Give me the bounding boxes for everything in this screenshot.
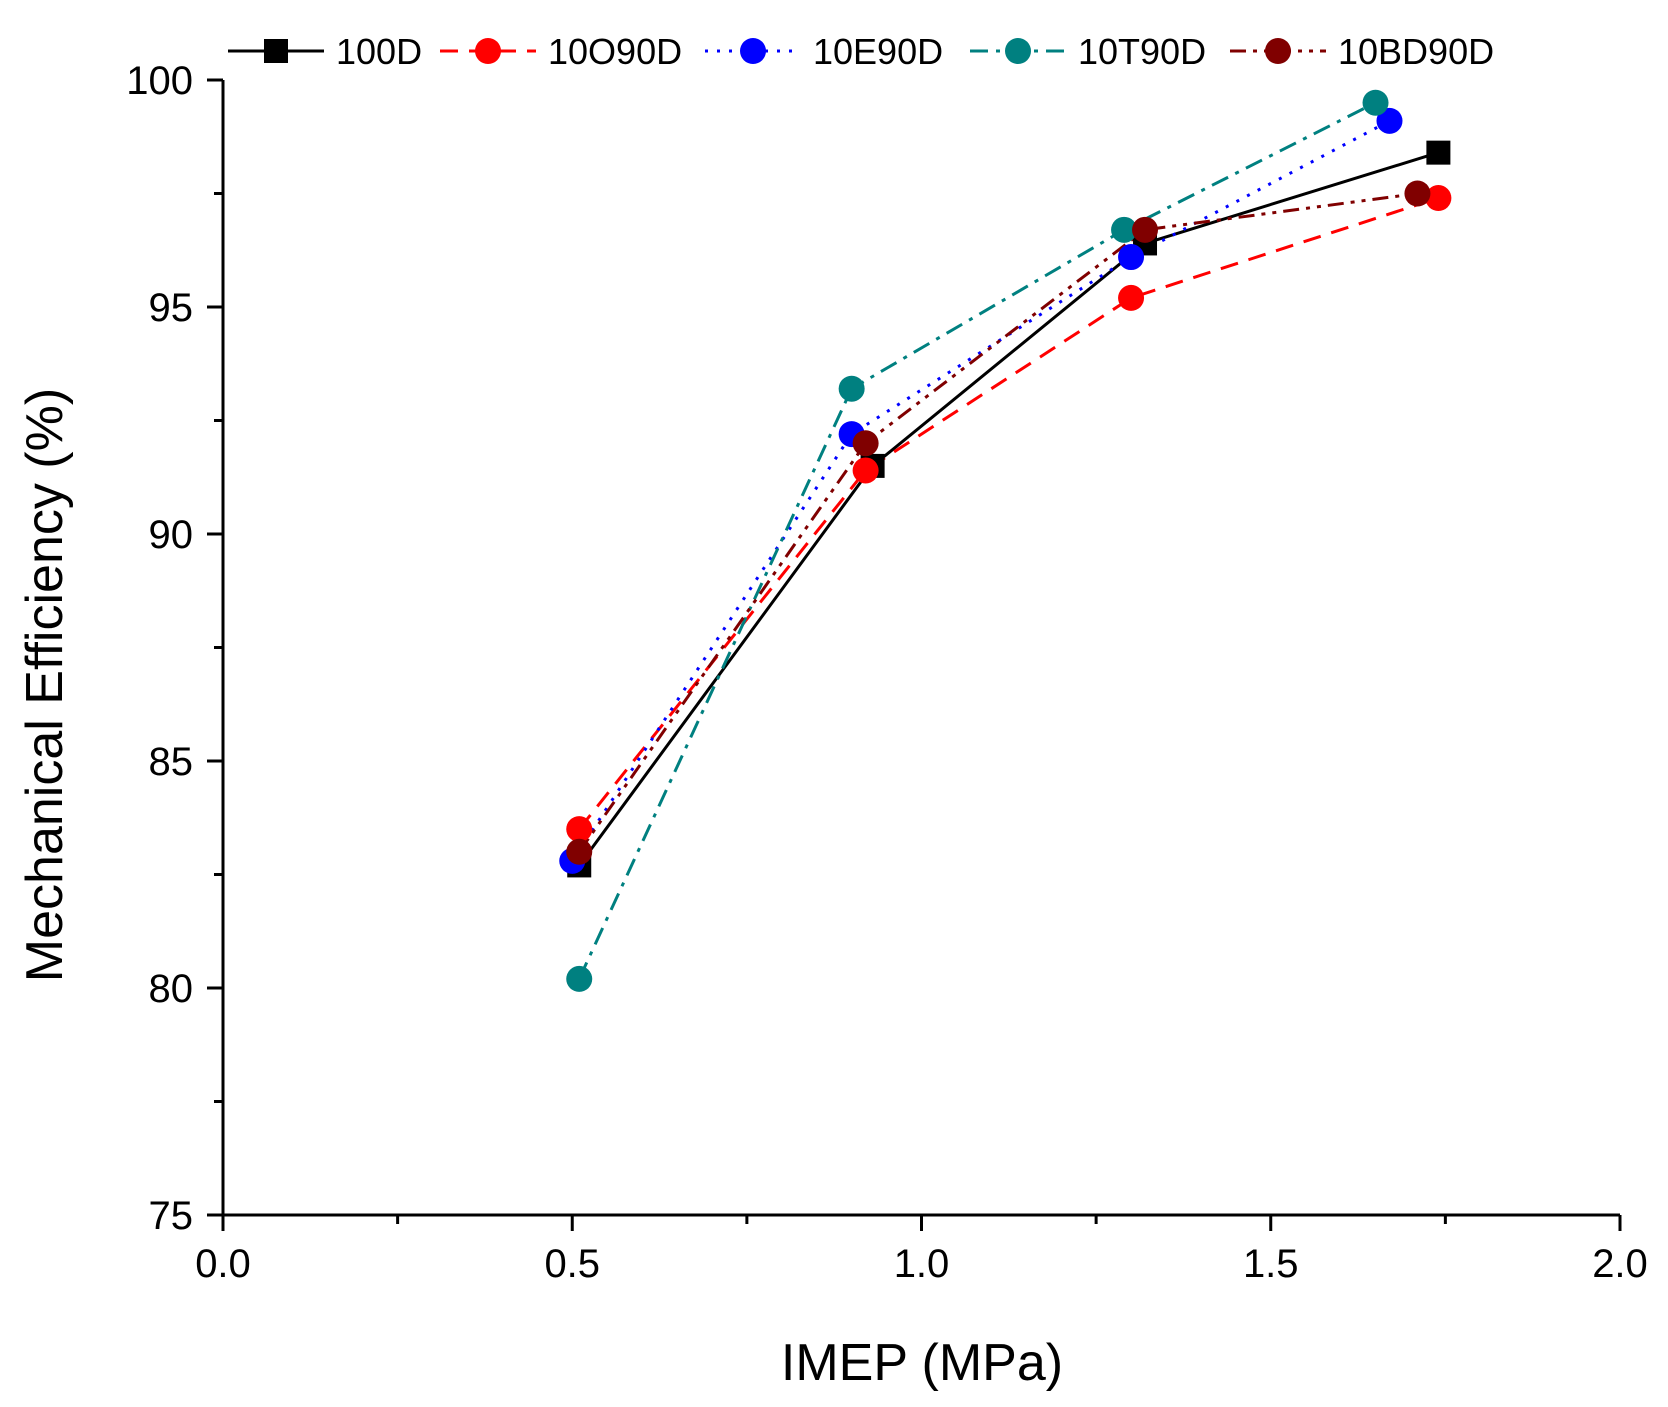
data-point-10t90d (1111, 216, 1138, 243)
data-point-10o90d (1425, 185, 1452, 212)
data-point-10bd90d (852, 430, 879, 457)
y-tick-label: 90 (149, 513, 194, 557)
legend-marker-10e90d (740, 38, 766, 64)
data-point-10o90d (566, 816, 593, 843)
series-line-10t90d (577, 101, 1377, 980)
legend-label-100d: 100D (336, 31, 422, 72)
x-tick-label: 1.5 (1243, 1242, 1299, 1286)
data-point-10t90d (838, 375, 865, 402)
legend-marker-100d (264, 39, 288, 63)
x-tick-label: 0.0 (195, 1242, 251, 1286)
axes: 0.0 0.5 1.0 1.5 2.0 75 80 85 90 95 100 (126, 59, 1648, 1286)
data-point-10e90d (1376, 107, 1403, 134)
data-point-10o90d (1118, 284, 1145, 311)
x-tick-label: 0.5 (544, 1242, 600, 1286)
x-tick-label: 1.0 (894, 1242, 950, 1286)
y-tick-label: 95 (149, 286, 194, 330)
series-line-10o90d (578, 196, 1439, 831)
y-tick-label: 100 (126, 59, 193, 103)
legend-marker-10o90d (475, 38, 501, 64)
data-point-100d (1426, 140, 1451, 165)
series-line-10bd90d (577, 192, 1418, 853)
legend-label-10t90d: 10T90D (1078, 31, 1206, 72)
y-tick-label: 80 (149, 967, 194, 1011)
legend-label-10o90d: 10O90D (548, 31, 682, 72)
series-lines (571, 101, 1439, 980)
y-tick-label: 75 (149, 1194, 194, 1238)
series-line-100d (577, 151, 1439, 867)
data-point-10e90d (1118, 244, 1145, 271)
legend: 100D 10O90D 10E90D 10T90D 10BD90D (228, 31, 1494, 72)
x-axis-title: IMEP (MPa) (781, 1334, 1063, 1392)
series-markers (559, 89, 1452, 992)
data-point-10bd90d (1132, 216, 1159, 243)
data-point-10bd90d (1404, 180, 1431, 207)
data-point-10bd90d (566, 838, 593, 865)
legend-marker-10bd90d (1265, 38, 1291, 64)
series-line-10e90d (571, 119, 1391, 862)
legend-marker-10t90d (1005, 38, 1031, 64)
data-point-10t90d (1362, 89, 1389, 116)
legend-label-10e90d: 10E90D (813, 31, 943, 72)
data-point-10o90d (852, 457, 879, 484)
data-point-10t90d (566, 965, 593, 992)
y-axis-title: Mechanical Efficiency (%) (16, 388, 74, 982)
y-tick-label: 85 (149, 740, 194, 784)
legend-label-10bd90d: 10BD90D (1338, 31, 1494, 72)
x-tick-label: 2.0 (1592, 1242, 1648, 1286)
